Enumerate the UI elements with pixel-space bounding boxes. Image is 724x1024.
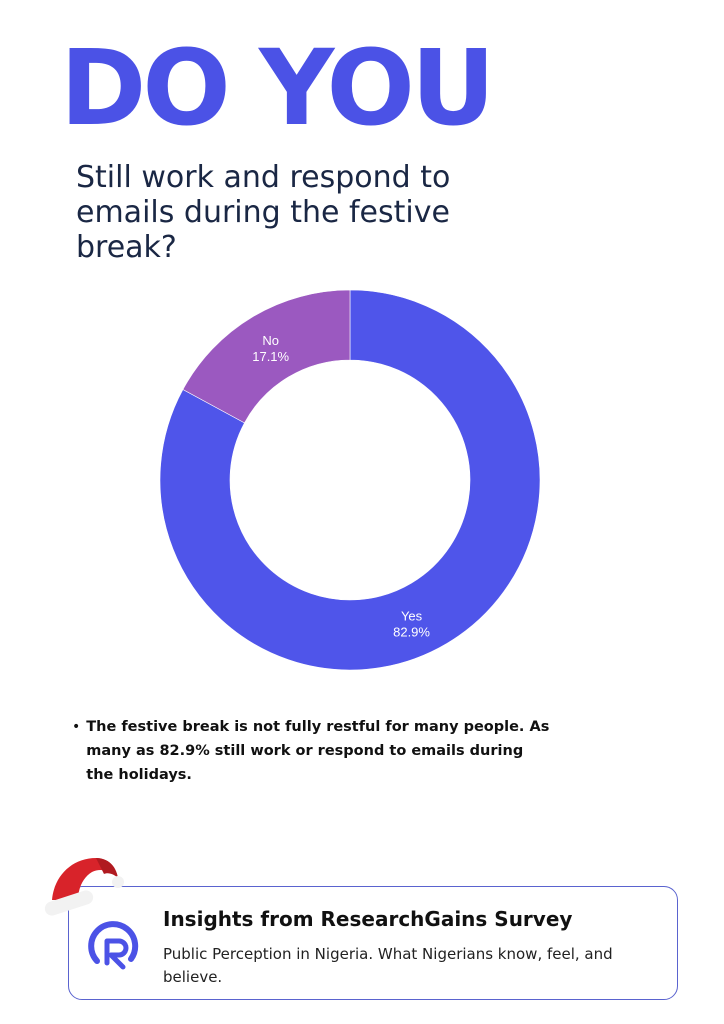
insight-bullet: • The festive break is not fully restful… bbox=[72, 715, 552, 787]
slice-label-value: 82.9% bbox=[393, 624, 430, 639]
survey-footer-card: Insights from ResearchGains Survey Publi… bbox=[68, 886, 678, 1000]
santa-hat-icon bbox=[44, 858, 124, 916]
footer-subtitle: Public Perception in Nigeria. What Niger… bbox=[163, 945, 613, 986]
insight-text: The festive break is not fully restful f… bbox=[86, 719, 550, 783]
slice-label-name: No bbox=[262, 333, 279, 348]
researchgains-logo-icon bbox=[88, 921, 139, 970]
slice-label-value: 17.1% bbox=[252, 349, 289, 364]
survey-question: Still work and respond to emails during … bbox=[76, 160, 451, 265]
footer-title: Insights from ResearchGains Survey bbox=[163, 907, 573, 931]
slice-no bbox=[182, 289, 351, 424]
slice-label-name: Yes bbox=[401, 608, 423, 623]
slice-yes bbox=[159, 289, 541, 671]
bullet-dot: • bbox=[72, 719, 81, 735]
headline: DO YOU bbox=[60, 27, 495, 149]
